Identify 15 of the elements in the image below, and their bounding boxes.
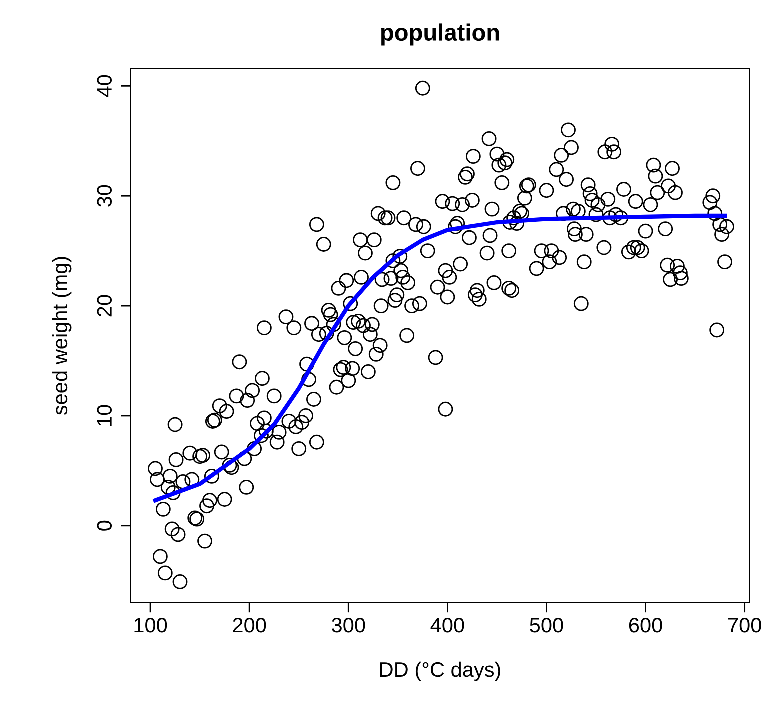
x-tick-label: 700 <box>728 618 762 633</box>
x-tick-label: 500 <box>530 618 564 633</box>
x-tick-label: 200 <box>233 618 266 633</box>
y-axis-title: seed weight (mg) <box>52 257 72 416</box>
x-tick-label: 100 <box>134 618 168 633</box>
chart-title: population <box>381 24 500 46</box>
y-tick-label: 10 <box>97 405 112 426</box>
y-tick-label: 0 <box>97 520 112 531</box>
x-tick-label: 300 <box>332 618 366 633</box>
y-tick-label: 30 <box>97 185 112 207</box>
y-tick-label: 40 <box>97 75 112 98</box>
y-tick-label: 20 <box>97 295 112 317</box>
x-axis-title: DD (°C days) <box>380 662 500 682</box>
x-tick-label: 600 <box>629 618 662 633</box>
x-tick-label: 400 <box>430 618 464 633</box>
